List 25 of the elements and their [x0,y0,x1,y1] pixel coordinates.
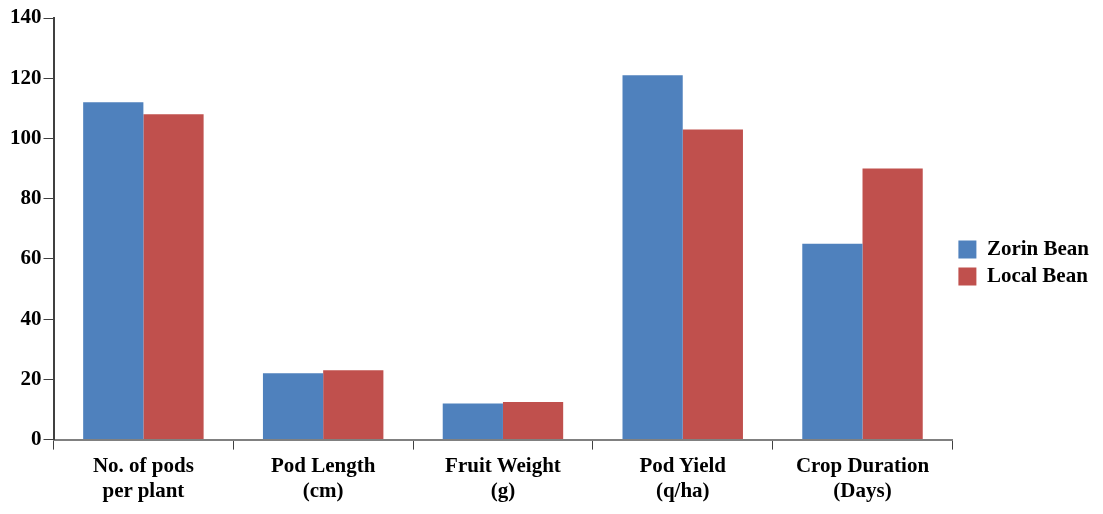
bar [83,102,144,440]
y-tick-label: 0 [31,426,42,451]
bar [323,370,384,440]
y-tick-label: 140 [10,4,42,29]
bar [802,243,863,440]
bar [262,373,324,440]
legend-label: Zorin Bean [986,235,1090,260]
legend-label: Local Bean [986,262,1089,287]
bar [862,168,923,440]
y-tick-label: 100 [10,124,42,149]
bar [502,401,564,440]
bar [442,403,503,440]
bar [143,114,204,440]
x-tick-label: Pod Length (cm) [270,452,376,502]
x-tick-label: No. of pods per plant [92,452,194,502]
x-tick-label: Pod Yield (q/ha) [639,452,727,502]
y-tick-label: 20 [20,365,42,390]
x-tick-label: Fruit Weight (g) [445,452,561,502]
y-tick-label: 120 [10,64,42,89]
x-tick-label: Crop Duration (Days) [795,452,930,502]
y-tick-label: 80 [20,185,42,210]
y-tick-label: 40 [20,305,42,330]
bar [682,129,743,440]
y-tick-label: 60 [20,245,42,270]
bar [622,75,683,440]
